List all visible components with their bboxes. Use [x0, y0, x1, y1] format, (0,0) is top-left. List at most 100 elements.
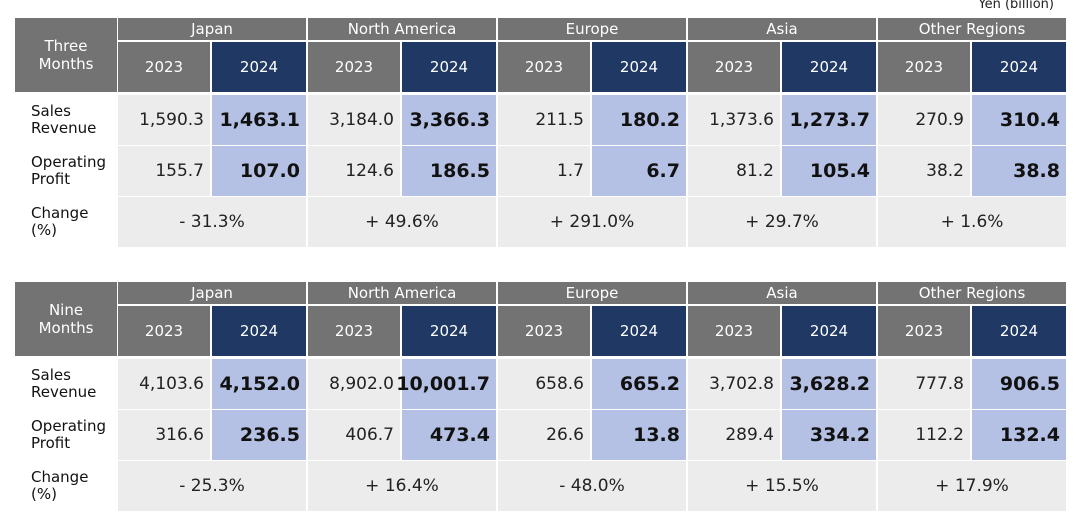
row-label-text: Operating Profit: [31, 418, 106, 452]
year-header-2024: 2024: [402, 42, 496, 92]
year-header-2024: 2024: [592, 42, 686, 92]
value-2024: 107.0: [212, 146, 306, 196]
value-2023: 777.8: [878, 359, 970, 409]
value-2024: 3,628.2: [782, 359, 876, 409]
row-label: Sales Revenue: [15, 359, 117, 409]
period-header: Three Months: [15, 18, 117, 92]
value-2023: 8,902.0: [308, 359, 400, 409]
value-2023: 658.6: [498, 359, 590, 409]
value-2024: 473.4: [402, 410, 496, 460]
year-header-2024: 2024: [972, 42, 1066, 92]
year-header-2023: 2023: [878, 306, 970, 356]
value-2024: 310.4: [972, 95, 1066, 145]
value-2023: 211.5: [498, 95, 590, 145]
region-header: North America: [308, 282, 496, 304]
region-header: Asia: [688, 18, 876, 40]
change-value: - 25.3%: [118, 461, 306, 511]
row-label-text: Sales Revenue: [31, 367, 96, 401]
value-2023: 270.9: [878, 95, 970, 145]
value-2023: 316.6: [118, 410, 210, 460]
value-2023: 81.2: [688, 146, 780, 196]
value-2023: 1.7: [498, 146, 590, 196]
value-2024: 180.2: [592, 95, 686, 145]
year-header-2024: 2024: [592, 306, 686, 356]
change-value: + 16.4%: [308, 461, 496, 511]
value-2024: 906.5: [972, 359, 1066, 409]
label-line: Operating: [31, 153, 106, 171]
row-label-text: Operating Profit: [31, 154, 106, 188]
change-value: + 291.0%: [498, 197, 686, 247]
period-label: Three Months: [39, 37, 94, 73]
label-line: (%): [31, 485, 57, 503]
value-2024: 105.4: [782, 146, 876, 196]
change-label-text: Change (%): [31, 205, 88, 239]
change-value: + 17.9%: [878, 461, 1066, 511]
value-2024: 665.2: [592, 359, 686, 409]
row-label: Operating Profit: [15, 146, 117, 196]
year-header-2023: 2023: [498, 42, 590, 92]
period-header: Nine Months: [15, 282, 117, 356]
region-header: Japan: [118, 18, 306, 40]
value-2023: 155.7: [118, 146, 210, 196]
year-header-2023: 2023: [688, 306, 780, 356]
value-2024: 4,152.0: [212, 359, 306, 409]
summary-table: Three Months Japan 2023 2024 North America 202…: [15, 18, 1066, 248]
year-header-2023: 2023: [878, 42, 970, 92]
change-value: - 31.3%: [118, 197, 306, 247]
year-header-2023: 2023: [498, 306, 590, 356]
value-2023: 289.4: [688, 410, 780, 460]
year-header-2024: 2024: [402, 306, 496, 356]
label-line: Profit: [31, 170, 71, 188]
value-2023: 3,702.8: [688, 359, 780, 409]
region-header: Asia: [688, 282, 876, 304]
region-header: Europe: [498, 282, 686, 304]
year-header-2023: 2023: [118, 42, 210, 92]
change-label: Change (%): [15, 197, 117, 247]
row-label-text: Sales Revenue: [31, 103, 96, 137]
value-2024: 13.8: [592, 410, 686, 460]
summary-table: Nine Months Japan 2023 2024 North America 2023…: [15, 282, 1066, 512]
value-2024: 1,463.1: [212, 95, 306, 145]
row-label: Operating Profit: [15, 410, 117, 460]
value-2024: 236.5: [212, 410, 306, 460]
value-2023: 4,103.6: [118, 359, 210, 409]
label-line: Revenue: [31, 119, 97, 137]
year-header-2024: 2024: [782, 306, 876, 356]
label-line: Nine: [48, 301, 84, 319]
change-value: + 15.5%: [688, 461, 876, 511]
value-2024: 334.2: [782, 410, 876, 460]
change-value: - 48.0%: [498, 461, 686, 511]
label-line: Sales: [31, 366, 71, 384]
value-2023: 1,590.3: [118, 95, 210, 145]
value-2023: 38.2: [878, 146, 970, 196]
value-2024: 3,366.3: [402, 95, 496, 145]
value-2023: 3,184.0: [308, 95, 400, 145]
year-header-2024: 2024: [782, 42, 876, 92]
value-2023: 26.6: [498, 410, 590, 460]
label-line: Three: [44, 37, 88, 55]
label-line: Change: [31, 204, 89, 222]
change-value: + 1.6%: [878, 197, 1066, 247]
value-2024: 38.8: [972, 146, 1066, 196]
label-line: Revenue: [31, 383, 97, 401]
year-header-2023: 2023: [308, 306, 400, 356]
row-label: Sales Revenue: [15, 95, 117, 145]
year-header-2023: 2023: [118, 306, 210, 356]
year-header-2023: 2023: [308, 42, 400, 92]
value-2024: 186.5: [402, 146, 496, 196]
change-label-text: Change (%): [31, 469, 88, 503]
value-2024: 6.7: [592, 146, 686, 196]
region-header: Europe: [498, 18, 686, 40]
region-header: Japan: [118, 282, 306, 304]
value-2023: 112.2: [878, 410, 970, 460]
value-2024: 1,273.7: [782, 95, 876, 145]
label-line: Months: [38, 55, 94, 73]
value-2023: 1,373.6: [688, 95, 780, 145]
region-header: Other Regions: [878, 282, 1066, 304]
label-line: Change: [31, 468, 89, 486]
label-line: Months: [38, 319, 94, 337]
year-header-2024: 2024: [972, 306, 1066, 356]
region-header: Other Regions: [878, 18, 1066, 40]
year-header-2024: 2024: [212, 42, 306, 92]
period-label: Nine Months: [39, 301, 94, 337]
